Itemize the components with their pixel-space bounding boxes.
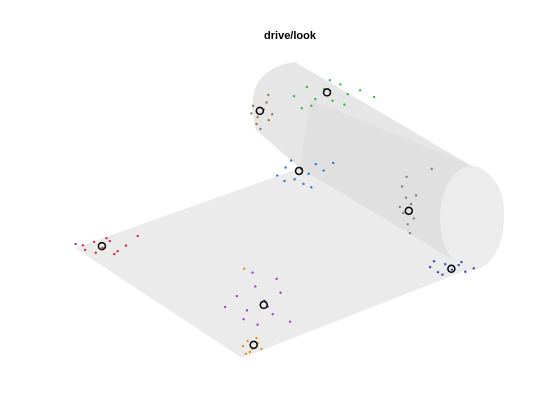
point <box>74 242 77 246</box>
point <box>241 344 245 348</box>
point <box>276 174 279 177</box>
point <box>270 113 274 116</box>
point <box>271 312 274 316</box>
point <box>314 163 318 166</box>
point <box>400 185 404 188</box>
point <box>113 252 116 256</box>
point <box>472 267 475 270</box>
chart-title: drive/look <box>264 30 317 42</box>
point <box>412 217 416 220</box>
point <box>255 122 258 126</box>
point <box>428 265 432 269</box>
point <box>81 244 85 247</box>
center-marker <box>259 300 269 310</box>
point <box>223 305 227 309</box>
point <box>332 161 335 165</box>
point <box>251 271 254 274</box>
point <box>267 118 270 122</box>
surface-roll-end <box>440 166 504 270</box>
point <box>314 97 317 101</box>
point <box>331 99 334 103</box>
point <box>404 196 408 200</box>
point <box>372 95 376 99</box>
point <box>265 101 268 104</box>
point <box>108 239 111 243</box>
point <box>283 179 286 183</box>
point <box>92 240 96 244</box>
point <box>346 92 349 96</box>
point <box>116 249 119 253</box>
point <box>244 352 248 355</box>
point <box>430 167 433 171</box>
surface-sheet <box>75 168 472 358</box>
point <box>101 246 104 249</box>
point <box>255 336 258 340</box>
center-marker <box>404 206 414 216</box>
point <box>245 309 249 312</box>
point <box>279 291 282 294</box>
point <box>300 107 304 110</box>
point <box>242 267 246 270</box>
point <box>302 182 305 186</box>
point <box>124 244 128 247</box>
point <box>292 94 296 98</box>
point <box>254 285 257 288</box>
point <box>460 260 463 264</box>
point <box>275 277 278 281</box>
point <box>105 236 108 240</box>
point <box>94 251 97 255</box>
point <box>235 294 239 298</box>
point <box>251 104 255 108</box>
point <box>358 89 362 92</box>
center-marker <box>249 340 258 350</box>
point <box>343 103 346 106</box>
point <box>406 223 409 226</box>
point <box>290 159 293 162</box>
point <box>432 260 436 263</box>
point <box>242 318 245 321</box>
point <box>322 169 325 172</box>
center-marker <box>255 106 265 116</box>
point <box>457 263 460 267</box>
center-marker <box>294 166 304 176</box>
point <box>414 194 418 197</box>
point <box>248 350 251 354</box>
point <box>310 186 313 189</box>
point <box>310 104 313 108</box>
point <box>260 347 263 351</box>
center-marker <box>322 88 332 97</box>
point <box>136 234 139 238</box>
point <box>450 268 454 271</box>
point <box>398 205 402 209</box>
point <box>408 231 412 235</box>
point <box>409 202 413 206</box>
point <box>307 172 310 176</box>
point <box>267 93 270 97</box>
point <box>256 323 259 326</box>
center-marker <box>97 241 107 251</box>
point <box>83 248 87 252</box>
point <box>259 127 262 131</box>
point <box>284 166 287 169</box>
point <box>293 178 296 181</box>
point <box>246 339 249 343</box>
point <box>444 262 447 266</box>
point <box>339 83 342 86</box>
point <box>256 115 259 119</box>
center-marker <box>447 264 456 274</box>
point <box>436 270 440 274</box>
point <box>402 211 405 215</box>
point <box>305 85 309 89</box>
point <box>288 320 292 323</box>
surface-roll-inner <box>300 100 485 270</box>
point <box>250 112 253 115</box>
point <box>464 270 467 273</box>
point <box>441 273 444 276</box>
point <box>405 175 408 179</box>
point <box>328 79 332 82</box>
